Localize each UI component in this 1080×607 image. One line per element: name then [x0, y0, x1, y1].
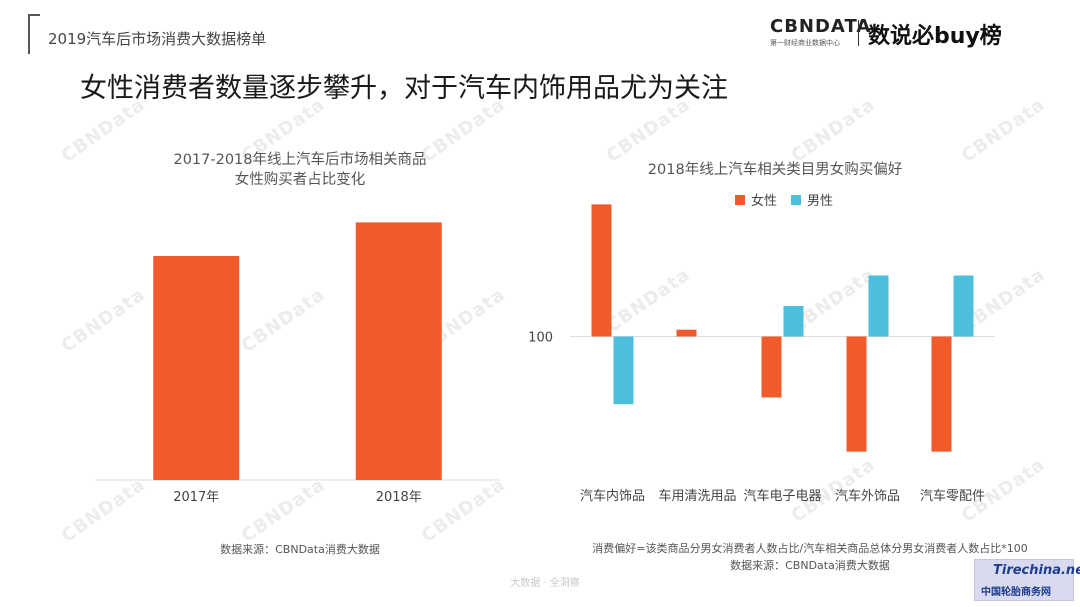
- right-chart-formula-note: 消费偏好=该类商品分男女消费者人数占比/汽车相关商品总体分男女消费者人数占比*1…: [592, 542, 1028, 555]
- right-chart-source: 数据来源：CBNData消费大数据: [730, 559, 890, 572]
- corner-badge: Tirechina.net 中国轮胎商务网: [974, 559, 1080, 601]
- title-bracket: [28, 14, 40, 54]
- right-chart-title: 2018年线上汽车相关类目男女购买偏好: [647, 162, 903, 178]
- right-chart-bar-male-1: [613, 336, 634, 405]
- right-chart-x-tick-5: 汽车零配件: [920, 488, 985, 504]
- left-chart-source: 数据来源：CBNData消费大数据: [220, 543, 380, 556]
- legend-swatch-male: [791, 194, 802, 205]
- right-chart-x-tick-4: 汽车外饰品: [835, 488, 900, 504]
- right-chart-bar-male-4: [868, 275, 889, 337]
- brand-subtitle: 第一财经商业数据中心: [770, 39, 840, 47]
- report-title: 2019汽车后市场消费大数据榜单: [48, 30, 267, 48]
- brand-name: CBNDATA: [770, 16, 872, 37]
- corner-badge-line1: Tirechina.net: [993, 563, 1080, 578]
- brand-logo: CBNDATA 第一财经商业数据中心 数说必buy榜: [770, 16, 1010, 52]
- right-chart-notes: 消费偏好=该类商品分男女消费者人数占比/汽车相关商品总体分男女消费者人数占比*1…: [540, 540, 1080, 574]
- left-chart-bar-2: [355, 222, 442, 480]
- right-chart-bar-female-1: [591, 204, 612, 337]
- page-headline: 女性消费者数量逐步攀升，对于汽车内饰用品尤为关注: [80, 73, 728, 104]
- chart-legend: 女性 男性: [735, 190, 833, 209]
- legend-swatch-female: [735, 194, 745, 205]
- brand-divider: [858, 20, 859, 46]
- right-chart-bar-female-2: [676, 329, 697, 337]
- left-chart-x-tick-1: 2017年: [173, 490, 219, 505]
- right-chart-x-tick-1: 汽车内饰品: [580, 488, 645, 504]
- right-chart-bar-female-3: [761, 336, 782, 398]
- legend-label-male: 男性: [807, 194, 834, 209]
- right-chart-baseline-label: 100: [528, 331, 553, 346]
- legend-label-female: 女性: [751, 194, 778, 209]
- right-chart-bar-female-5: [931, 336, 952, 452]
- left-chart-title-line2: 女性购买者占比变化: [234, 172, 366, 188]
- footer-text: 大数据 · 全洞察: [510, 578, 580, 589]
- corner-badge-line2: 中国轮胎商务网: [981, 587, 1051, 598]
- left-chart-title: 2017-2018年线上汽车后市场相关商品 女性购买者占比变化: [100, 150, 500, 190]
- right-chart-x-tick-3: 汽车电子电器: [743, 488, 821, 504]
- legend-item-male: 男性: [791, 190, 833, 209]
- brand-secondary: 数说必buy榜: [868, 24, 1002, 49]
- right-chart-bar-male-3: [783, 306, 804, 337]
- left-chart-bar-1: [153, 256, 240, 480]
- right-chart-bar-male-5: [953, 275, 974, 337]
- legend-item-female: 女性: [735, 190, 777, 209]
- left-chart-x-tick-2: 2018年: [376, 490, 422, 505]
- left-chart-title-line1: 2017-2018年线上汽车后市场相关商品: [173, 152, 427, 168]
- right-chart-x-tick-2: 车用清洗用品: [658, 488, 736, 504]
- right-chart-bar-female-4: [846, 336, 867, 452]
